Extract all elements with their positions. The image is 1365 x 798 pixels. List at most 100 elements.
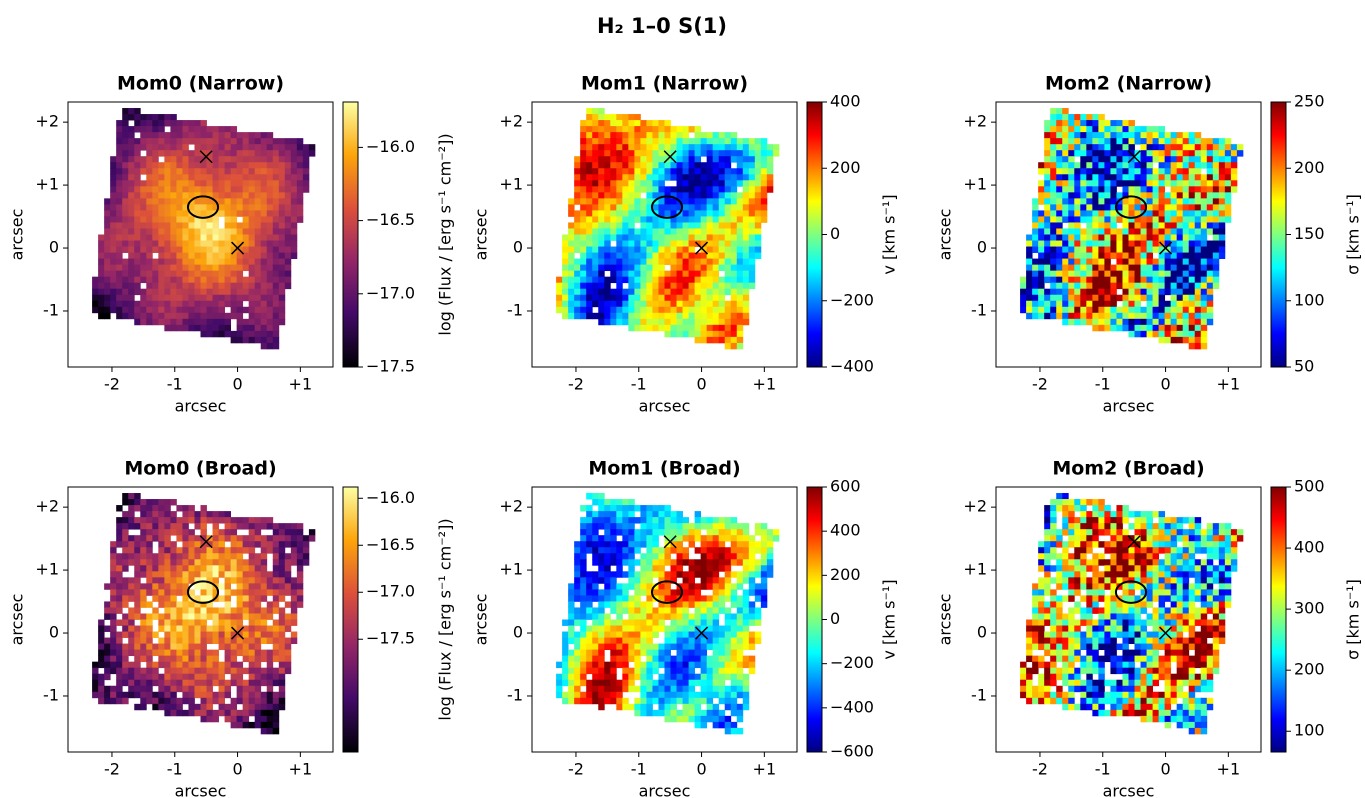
image-pixel — [1134, 264, 1141, 272]
image-pixel — [152, 144, 159, 151]
image-pixel — [580, 150, 587, 157]
image-pixel — [574, 300, 581, 308]
image-pixel — [1074, 114, 1081, 121]
image-pixel — [616, 565, 623, 572]
image-pixel — [194, 577, 201, 584]
image-pixel — [748, 210, 756, 217]
image-pixel — [122, 282, 129, 290]
image-pixel — [116, 300, 123, 308]
image-pixel — [616, 138, 623, 145]
image-pixel — [134, 108, 141, 115]
image-pixel — [718, 222, 726, 229]
image-pixel — [152, 270, 159, 278]
image-pixel — [140, 258, 147, 266]
image-pixel — [1026, 252, 1033, 259]
image-pixel — [206, 300, 213, 308]
image-pixel — [1098, 180, 1105, 187]
image-pixel — [146, 679, 153, 687]
image-pixel — [688, 270, 696, 278]
image-pixel — [748, 204, 756, 211]
image-pixel — [598, 661, 605, 669]
image-pixel — [562, 300, 569, 308]
image-pixel — [182, 138, 189, 145]
image-pixel — [1182, 186, 1190, 193]
image-pixel — [658, 511, 665, 518]
image-pixel — [170, 180, 177, 187]
image-pixel — [1188, 270, 1196, 278]
image-pixel — [562, 667, 569, 675]
image-pixel — [1158, 168, 1166, 175]
image-pixel — [1116, 198, 1123, 205]
image-pixel — [230, 649, 238, 657]
image-pixel — [272, 619, 280, 626]
image-pixel — [194, 649, 201, 657]
image-pixel — [1098, 282, 1105, 290]
image-pixel — [574, 180, 581, 187]
image-pixel — [116, 571, 123, 578]
image-pixel — [610, 192, 617, 199]
image-pixel — [116, 150, 123, 157]
image-pixel — [122, 276, 129, 284]
image-pixel — [188, 535, 195, 542]
image-pixel — [1032, 312, 1039, 320]
image-pixel — [104, 252, 111, 259]
image-pixel — [658, 553, 665, 560]
image-pixel — [1206, 210, 1214, 217]
image-pixel — [116, 120, 123, 127]
image-pixel — [116, 691, 123, 699]
colorbar — [1270, 101, 1287, 368]
image-pixel — [1140, 306, 1147, 314]
image-pixel — [200, 288, 207, 296]
image-pixel — [164, 174, 171, 181]
image-pixel — [586, 517, 593, 524]
image-pixel — [634, 655, 641, 663]
image-pixel — [694, 312, 702, 320]
image-pixel — [278, 318, 286, 326]
image-pixel — [700, 204, 708, 211]
image-pixel — [1098, 120, 1105, 127]
image-pixel — [1038, 234, 1045, 241]
image-pixel — [712, 156, 720, 163]
image-pixel — [218, 324, 225, 332]
image-pixel — [1206, 150, 1214, 157]
image-pixel — [718, 252, 726, 259]
image-pixel — [1128, 270, 1135, 278]
image-pixel — [1104, 228, 1111, 235]
image-pixel — [194, 643, 201, 651]
image-pixel — [230, 216, 238, 223]
image-pixel — [1110, 132, 1117, 139]
image-pixel — [574, 240, 581, 247]
image-pixel — [140, 180, 147, 187]
image-pixel — [742, 270, 750, 278]
x-marker — [1159, 241, 1173, 255]
image-pixel — [278, 240, 286, 247]
image-pixel — [176, 625, 183, 632]
colorbar-tick-label: −200 — [830, 290, 874, 309]
image-pixel — [1218, 180, 1226, 187]
image-pixel — [748, 246, 756, 253]
image-pixel — [1158, 234, 1166, 241]
image-pixel — [1134, 126, 1141, 133]
image-pixel — [254, 589, 262, 596]
image-pixel — [254, 637, 262, 644]
colorbar-tick-label: −17.5 — [366, 629, 415, 648]
image-pixel — [152, 264, 159, 272]
image-pixel — [616, 270, 623, 278]
image-pixel — [1098, 204, 1105, 211]
image-pixel — [152, 517, 159, 524]
image-pixel — [266, 300, 274, 308]
image-pixel — [206, 715, 213, 723]
image-pixel — [1110, 192, 1117, 199]
image-pixel — [562, 258, 569, 266]
image-pixel — [230, 288, 238, 296]
image-pixel — [1140, 270, 1147, 278]
image-pixel — [598, 523, 605, 530]
image-pixel — [290, 559, 298, 566]
image-pixel — [128, 607, 135, 614]
image-pixel — [296, 529, 304, 536]
image-pixel — [1224, 174, 1232, 181]
image-pixel — [658, 643, 665, 651]
image-pixel — [1056, 288, 1063, 296]
image-pixel — [646, 276, 653, 284]
image-pixel — [236, 162, 244, 169]
